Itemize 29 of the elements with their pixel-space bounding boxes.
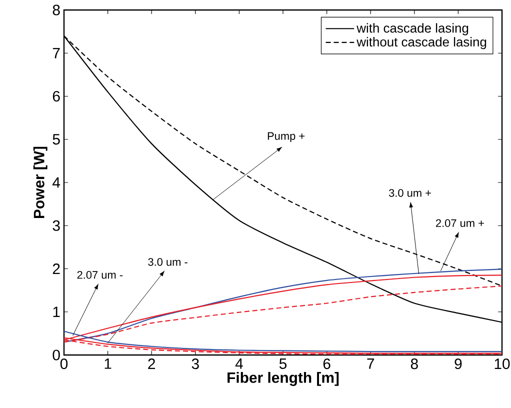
- y-tick-label: 4: [52, 177, 60, 188]
- x-tick-label: 8: [410, 358, 418, 370]
- legend-label: without cascade lasing: [356, 37, 486, 50]
- x-tick-label: 9: [454, 358, 462, 370]
- annotation: Pump +: [268, 132, 305, 142]
- y-tick-label: 3: [52, 220, 60, 231]
- annotation: 2.07 um -: [77, 271, 123, 279]
- x-tick-label: 4: [235, 358, 243, 369]
- y-tick-label: 0: [52, 350, 60, 360]
- annotation: 2.07 um +: [436, 219, 484, 228]
- x-tick-label: 6: [323, 358, 330, 370]
- legend-label: with cascade lasing: [356, 23, 468, 36]
- annotation: 3.0 um -: [148, 258, 188, 266]
- y-tick-label: 2: [52, 264, 60, 274]
- x-tick-label: 10: [494, 358, 510, 370]
- x-axis-title: Fiber length [m]: [228, 372, 339, 386]
- y-tick-label: 1: [53, 306, 60, 318]
- y-axis-title: Power [W]: [33, 146, 48, 218]
- x-tick-label: 7: [367, 358, 374, 369]
- y-tick-label: 6: [52, 90, 60, 102]
- x-tick-label: 1: [104, 358, 112, 369]
- x-tick-label: 0: [60, 358, 68, 370]
- annotation: 3.0 um +: [388, 189, 431, 197]
- x-tick-label: 2: [148, 358, 156, 369]
- y-tick-label: 7: [52, 48, 60, 58]
- y-tick-label: 8: [52, 4, 60, 16]
- y-tick-label: 5: [52, 134, 60, 145]
- x-tick-label: 3: [192, 358, 199, 370]
- x-tick-label: 5: [279, 358, 287, 369]
